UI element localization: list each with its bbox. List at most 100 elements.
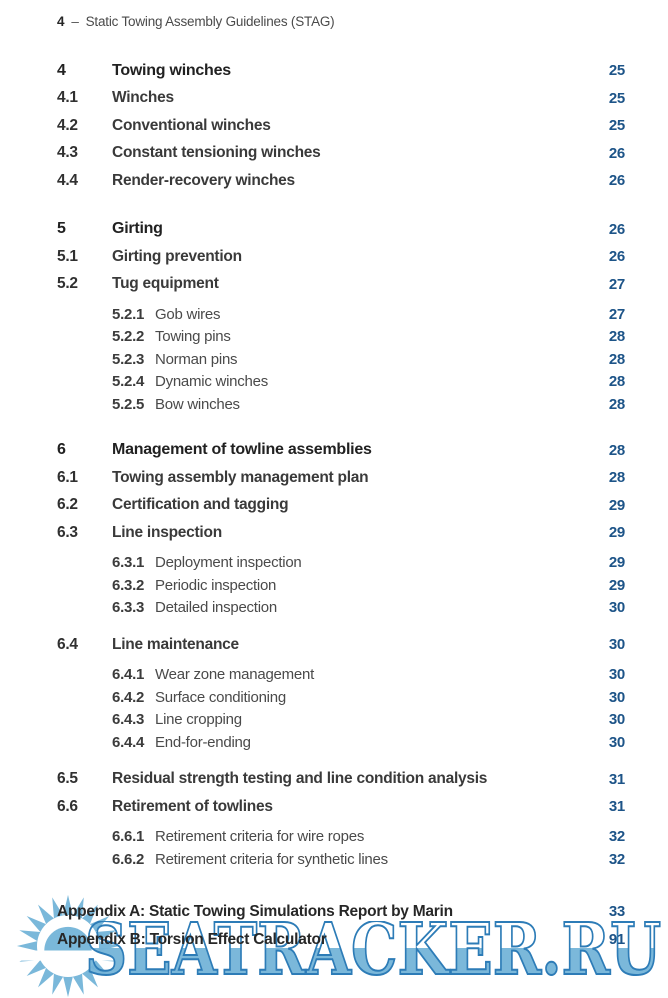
toc-entry: 6.6 Retirement of towlines 31	[57, 793, 625, 821]
toc-entry-page: 25	[608, 62, 625, 80]
toc-entry-number: 5.2.2	[112, 328, 145, 346]
toc-entry-title: Deployment inspection	[155, 554, 302, 572]
toc-entry-title: Retirement of towlines	[112, 797, 273, 815]
toc-entry: 6.4.1 Wear zone management 30	[57, 664, 625, 687]
toc-entry: 5.2.3 Norman pins 28	[57, 348, 625, 371]
toc-entry-number: 6.6	[57, 797, 78, 815]
toc-entry-page: 26	[608, 172, 625, 190]
toc-entry-page: 26	[608, 248, 625, 266]
toc-entry-number: 5.2	[57, 275, 78, 293]
toc-entry: 5.2.1 Gob wires 27	[57, 303, 625, 326]
toc-entry: 6.4.2 Surface conditioning 30	[57, 686, 625, 709]
toc-entry-page: 30	[608, 733, 625, 751]
toc-entry: 6.6.2 Retirement criteria for synthetic l…	[57, 848, 625, 871]
toc-entry-page: 29	[608, 576, 625, 594]
toc-entry-page: 31	[608, 798, 625, 816]
toc-entry-page: 29	[608, 554, 625, 572]
toc-entry-number: 4.1	[57, 89, 78, 107]
toc-entry-page: 28	[608, 328, 625, 346]
toc-entry-number: 6	[57, 441, 66, 459]
toc-entry-number: 6.3.3	[112, 599, 145, 617]
toc-entry-number: 4	[57, 61, 66, 79]
toc-entry-page: 29	[608, 524, 625, 542]
toc-entry-number: 6.3.1	[112, 554, 145, 572]
toc-entry-page: 27	[608, 305, 625, 323]
toc-entry: 6.3.1 Deployment inspection 29	[57, 552, 625, 575]
toc-entry-title: Periodic inspection	[155, 576, 277, 594]
toc-entry-page: 28	[608, 441, 625, 459]
toc-entry: 6.4.4 End-for-ending 30	[57, 731, 625, 754]
toc-entry-number: 5.2.5	[112, 395, 145, 413]
toc-entry: 5.2.4 Dynamic winches 28	[57, 371, 625, 394]
toc-entry: 5.2.5 Bow winches 28	[57, 393, 625, 416]
toc-entry-page: 26	[608, 220, 625, 238]
toc-entry-title: Towing assembly management plan	[112, 468, 369, 486]
toc-entry: 6.3 Line inspection 29	[57, 519, 625, 547]
toc-entry-page: 30	[608, 599, 625, 617]
toc-entry-page: 32	[608, 850, 625, 868]
toc-entry-title: Wear zone management	[155, 666, 314, 684]
toc-entry-page: 26	[608, 144, 625, 162]
toc-entry-title: Detailed inspection	[155, 599, 277, 617]
toc-entry-page: 32	[608, 828, 625, 846]
toc-entry-title: Render-recovery winches	[112, 171, 295, 189]
toc-entry-number: 6.4.1	[112, 666, 145, 684]
toc-entry-title: Certification and tagging	[112, 496, 289, 514]
toc-entry: 6.4 Line maintenance 30	[57, 631, 625, 659]
toc-entry-title: Winches	[112, 89, 174, 107]
toc-entry: 6 Management of towline assemblies 28	[57, 437, 625, 465]
toc-entry: 6.4.3 Line cropping 30	[57, 709, 625, 732]
toc-entry: 4.4 Render-recovery winches 26	[57, 167, 625, 195]
toc-entry-number: 6.6.2	[112, 850, 145, 868]
toc-entry-number: 5.2.1	[112, 305, 145, 323]
toc-entry-number: 4.2	[57, 116, 78, 134]
toc-entry-number: 4.4	[57, 171, 78, 189]
toc-entry-title: Line inspection	[112, 523, 222, 541]
toc-entry-page: 25	[608, 89, 625, 107]
toc-entry-title: Norman pins	[155, 350, 238, 368]
toc-entry-title: End-for-ending	[155, 733, 251, 751]
toc-entry-title: Towing winches	[112, 61, 231, 79]
toc-entry-number: 5	[57, 220, 66, 238]
toc-entry-number: 6.3.2	[112, 576, 145, 594]
toc-entry-title: Surface conditioning	[155, 688, 286, 706]
toc-entry-title: Girting	[112, 220, 163, 238]
toc-entry: 4 Towing winches 25	[57, 57, 625, 85]
toc-entry-number: 6.4.4	[112, 733, 145, 751]
toc-entry-page: 33	[608, 903, 625, 920]
toc-entry-page: 28	[608, 350, 625, 368]
toc-entry-title: Appendix B: Torsion Effect Calculator	[57, 930, 327, 948]
toc-entry-title: Management of towline assemblies	[112, 441, 372, 459]
toc-entry: 6.3.3 Detailed inspection 30	[57, 597, 625, 620]
toc-entry-number: 6.1	[57, 468, 78, 486]
toc-entry-title: Residual strength testing and line condi…	[112, 770, 488, 788]
toc-entry: 5 Girting 26	[57, 216, 625, 244]
toc-entry-title: Bow winches	[155, 395, 240, 413]
toc-entry: Appendix B: Torsion Effect Calculator 91	[57, 926, 625, 954]
toc-entry-title: Dynamic winches	[155, 373, 268, 391]
toc-entry-title: Constant tensioning winches	[112, 144, 321, 162]
toc-list: 4 Towing winches 25 4.1 Winches 25 4.2 Conventi…	[57, 57, 625, 954]
toc-entry-title: Gob wires	[155, 305, 221, 323]
toc-entry: 4.3 Constant tensioning winches 26	[57, 140, 625, 168]
toc-entry-title: Girting prevention	[112, 247, 242, 265]
toc-entry-title: Line maintenance	[112, 635, 239, 653]
page-header: 4 – Static Towing Assembly Guidelines (S…	[57, 14, 625, 29]
toc-entry-page: 30	[608, 711, 625, 729]
toc-entry-title: Retirement criteria for wire ropes	[155, 828, 365, 846]
toc-entry-page: 28	[608, 469, 625, 487]
toc-entry-page: 31	[608, 770, 625, 788]
header-doc-title: Static Towing Assembly Guidelines (STAG)	[85, 14, 335, 29]
toc-entry-page: 91	[608, 931, 625, 948]
toc-entry: 5.1 Girting prevention 26	[57, 243, 625, 271]
toc-entry: 6.1 Towing assembly management plan 28	[57, 464, 625, 492]
toc-entry-page: 30	[608, 688, 625, 706]
toc-entry-title: Conventional winches	[112, 116, 271, 134]
toc-entry-page: 29	[608, 496, 625, 514]
toc-entry-page: 28	[608, 395, 625, 413]
toc-entry-title: Tug equipment	[112, 275, 219, 293]
toc-entry-title: Line cropping	[155, 711, 242, 729]
toc-entry-page: 30	[608, 666, 625, 684]
toc-entry-number: 6.6.1	[112, 828, 145, 846]
